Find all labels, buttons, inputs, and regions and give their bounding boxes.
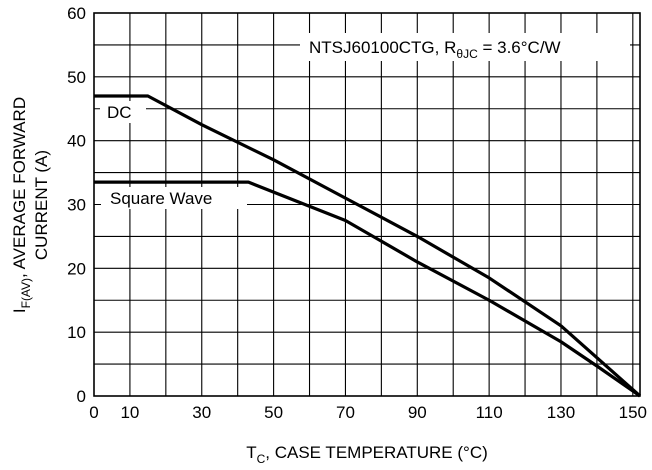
tick-labels: 0 10 30 50 70 90 110 130 150 0 10 20 30 40 50 60 xyxy=(67,4,647,422)
x-tick-label: 70 xyxy=(336,403,355,422)
y-tick-label: 0 xyxy=(77,387,86,406)
square-wave-label-bg xyxy=(101,187,247,209)
grid xyxy=(94,13,640,396)
y-axis-label-line2: CURRENT (A) xyxy=(32,150,51,260)
y-tick-label: 60 xyxy=(67,4,86,23)
series-line-dc xyxy=(94,94,642,398)
annotation-bg xyxy=(300,33,630,61)
x-tick-label: 90 xyxy=(408,403,427,422)
y-tick-label: 20 xyxy=(67,259,86,278)
plot-frame xyxy=(93,12,641,397)
curves xyxy=(94,94,642,398)
y-tick-label: 50 xyxy=(67,68,86,87)
series-label-dc: DC xyxy=(107,103,132,122)
y-tick-label: 30 xyxy=(67,196,86,215)
x-axis-label: TC, CASE TEMPERATURE (°C) xyxy=(246,443,488,466)
x-tick-label: 50 xyxy=(264,403,283,422)
x-tick-label: 10 xyxy=(120,403,139,422)
dc-label-bg xyxy=(100,101,146,123)
y-tick-label: 40 xyxy=(67,132,86,151)
series-label-square-wave: Square Wave xyxy=(110,189,212,208)
x-tick-label: 130 xyxy=(547,403,575,422)
annotation-text: NTSJ60100CTG, RθJC = 3.6°C/W xyxy=(309,38,561,61)
x-tick-label: 30 xyxy=(192,403,211,422)
series-line-square-wave xyxy=(94,180,641,398)
y-tick-label: 10 xyxy=(67,323,86,342)
x-tick-label: 0 xyxy=(89,403,98,422)
x-tick-label: 150 xyxy=(619,403,647,422)
y-axis-label-line1: IF(AV), AVERAGE FORWARD xyxy=(10,97,33,313)
x-tick-label: 110 xyxy=(476,403,503,422)
